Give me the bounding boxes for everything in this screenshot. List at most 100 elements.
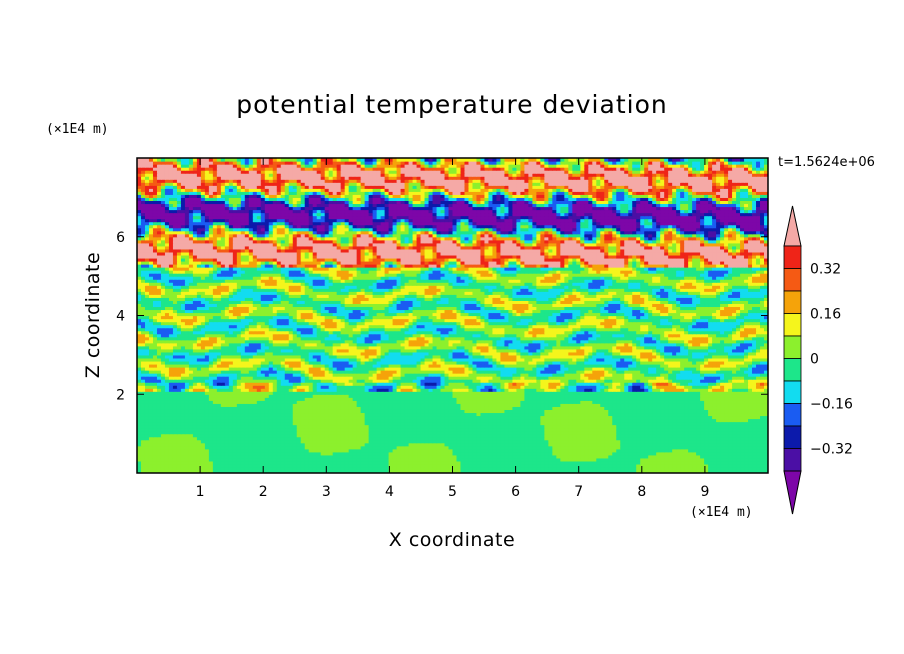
field-cell [700,439,705,444]
field-cell [652,457,657,462]
field-cell [568,442,573,447]
field-cell [137,448,142,453]
field-cell [552,436,557,441]
field-cell [228,445,234,450]
field-cell [336,457,342,462]
field-cell [520,451,525,456]
field-cell [736,451,741,456]
field-cell [484,451,490,456]
field-cell [184,445,190,450]
field-cell [432,457,438,462]
field-cell [144,463,150,468]
field-cell [336,439,342,444]
field-cell [764,463,768,468]
field-cell [364,436,370,441]
field-cell [520,457,525,462]
field-cell [740,457,745,462]
field-cell [140,445,146,450]
field-cell [676,469,681,473]
field-cell [224,439,230,444]
field-cell [404,436,410,441]
field-cell [376,445,382,450]
field-cell [484,454,490,459]
field-cell [268,451,274,456]
field-cell [440,460,446,465]
field-cell [676,463,681,468]
field-cell [544,448,549,453]
field-cell [192,469,198,473]
field-cell [392,442,398,447]
field-cell [344,442,350,447]
field-cell [596,460,601,465]
field-cell [624,454,629,459]
field-cell [344,448,350,453]
field-cell [580,463,585,468]
field-cell [452,448,458,453]
field-cell [196,436,202,441]
field-cell [412,457,418,462]
field-cell [356,460,362,465]
field-cell [616,460,621,465]
field-cell [256,445,262,450]
field-cell [368,439,374,444]
field-cell [672,454,677,459]
field-cell [440,445,446,450]
field-cell [560,436,565,441]
field-cell [632,463,637,468]
field-cell [188,442,194,447]
field-cell [488,466,494,471]
field-cell [216,463,222,468]
field-cell [372,469,378,473]
field-cell [624,457,629,462]
field-cell [208,436,214,441]
field-cell [656,439,661,444]
field-cell [436,445,442,450]
field-cell [468,469,474,473]
field-cell [192,460,198,465]
field-cell [704,460,709,465]
field-cell [368,445,374,450]
field-cell [452,445,458,450]
field-cell [308,460,314,465]
field-cell [188,448,194,453]
field-cell [328,457,334,462]
field-cell [256,439,262,444]
field-cell [276,466,282,471]
field-cell [348,463,354,468]
field-cell [428,457,434,462]
field-cell [192,454,198,459]
field-cell [684,445,689,450]
field-cell [604,454,609,459]
field-cell [332,457,338,462]
field-cell [268,466,274,471]
field-cell [244,469,250,473]
field-cell [208,457,214,462]
field-cell [264,442,270,447]
field-cell [212,463,218,468]
field-cell [628,457,633,462]
field-cell [564,460,569,465]
field-cell [652,454,657,459]
field-cell [612,463,617,468]
field-cell [428,454,434,459]
field-cell [240,439,246,444]
field-cell [196,454,202,459]
field-cell [456,466,462,471]
field-cell [408,466,414,471]
field-cell [740,442,745,447]
field-cell [564,451,569,456]
field-cell [764,439,768,444]
field-cell [168,439,174,444]
field-cell [684,439,689,444]
field-cell [608,439,613,444]
field-cell [408,442,414,447]
field-cell [588,445,593,450]
field-cell [516,454,521,459]
field-cell [316,454,322,459]
field-cell [696,448,701,453]
field-cell [660,469,665,473]
field-cell [616,451,621,456]
field-cell [476,436,482,441]
field-cell [668,442,673,447]
field-cell [288,451,294,456]
